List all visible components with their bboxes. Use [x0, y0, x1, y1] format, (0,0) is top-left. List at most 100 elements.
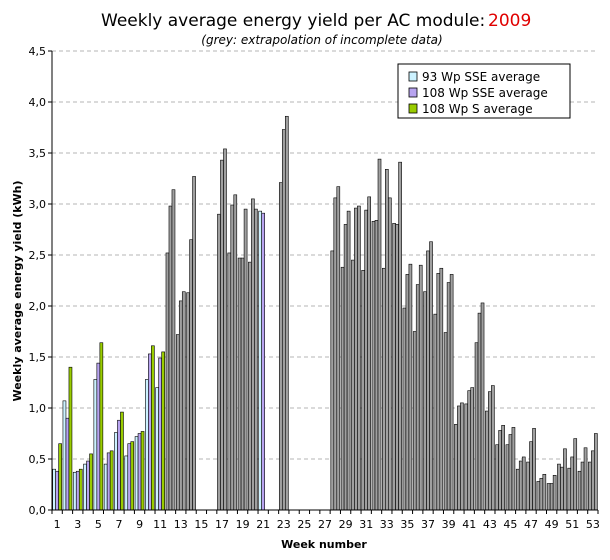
x-tick-label: 17 [215, 518, 229, 531]
bar-week-29-series-3 [346, 210, 351, 511]
bar-week-28-series-3 [336, 186, 341, 511]
y-tick-label: 3,5 [29, 147, 47, 160]
bar-week-52-series-2 [580, 461, 585, 511]
bar-week-47-series-1 [526, 461, 530, 511]
bar-week-51-series-1 [567, 467, 572, 511]
bar-week-18-series-2 [230, 204, 235, 511]
bar-week-13-series-3 [181, 291, 186, 511]
bar-week-33-series-1 [382, 267, 386, 511]
y-tick-label: 4,5 [29, 45, 47, 58]
bar-week-46-series-2 [518, 460, 523, 511]
bar-week-42-series-1 [474, 342, 479, 511]
bar-week-44-series-1 [495, 444, 499, 511]
x-tick-label: 47 [524, 518, 538, 531]
x-tick-label: 41 [462, 518, 476, 531]
bar-week-11-series-2 [158, 357, 162, 511]
bar-week-8-series-1 [124, 455, 129, 511]
bar-week-9-series-2 [137, 433, 142, 511]
x-axis-label: Week number [281, 538, 367, 551]
chart-subtitle: (grey: extrapolation of incomplete data) [201, 33, 442, 47]
bar-week-33-series-3 [388, 197, 392, 511]
bar-week-48-series-2 [539, 478, 544, 511]
bar-week-13-series-1 [175, 334, 180, 511]
bar-week-23-series-3 [284, 115, 289, 511]
bar-week-3-series-1 [72, 471, 77, 511]
bar-week-31-series-3 [367, 196, 372, 511]
x-tick-label: 43 [483, 518, 497, 531]
bar-week-45-series-3 [511, 427, 516, 511]
bar-week-53-series-1 [588, 461, 592, 511]
bar-week-4-series-1 [83, 463, 87, 511]
bar-week-14-series-2 [189, 239, 193, 511]
bar-week-52-series-1 [577, 470, 582, 511]
bar-week-43-series-3 [491, 385, 495, 511]
bar-week-14-series-3 [192, 176, 196, 511]
x-tick-label: 29 [339, 518, 353, 531]
bar-week-23-series-2 [281, 129, 286, 511]
bar-week-6-series-1 [103, 463, 108, 511]
bar-week-40-series-1 [454, 424, 458, 511]
bar-week-50-series-2 [560, 466, 564, 511]
x-tick-label: 3 [74, 518, 81, 531]
bar-week-50-series-3 [563, 448, 567, 511]
bar-week-42-series-2 [477, 312, 482, 511]
bar-week-30-series-1 [351, 259, 355, 511]
bar-week-19-series-2 [240, 257, 245, 511]
axes [48, 50, 599, 514]
bar-week-21-series-2 [261, 212, 265, 511]
bar-week-35-series-1 [402, 307, 407, 511]
bar-week-45-series-1 [505, 444, 510, 511]
bar-week-2-series-3 [68, 366, 73, 511]
bar-week-39-series-1 [443, 332, 448, 511]
bar-week-5-series-1 [93, 379, 98, 511]
legend-label: 93 Wp SSE average [422, 70, 540, 84]
x-tick-label: 13 [174, 518, 188, 531]
bar-week-23-series-1 [278, 182, 283, 511]
x-tick-label: 25 [297, 518, 311, 531]
bar-week-37-series-1 [423, 291, 427, 511]
bar-week-4-series-3 [89, 453, 93, 511]
bar-week-3-series-2 [75, 470, 80, 511]
bar-week-12-series-3 [171, 189, 176, 511]
grid-lines [52, 50, 598, 460]
x-tick-labels: 1 3 5 7 9 11 13 15 17 19 21 23 25 27 29 31 33 35 37 39 41 43 4… [54, 518, 600, 531]
bar-week-40-series-2 [457, 405, 461, 511]
bar-week-46-series-1 [515, 468, 520, 511]
y-tick-labels: 0,0 0,5 1,0 1,5 2,0 2,5 3,0 3,5 4,0 4,5 [29, 45, 47, 517]
x-tick-label: 49 [545, 518, 559, 531]
bar-week-10-series-3 [151, 345, 155, 511]
bar-week-17-series-3 [223, 148, 227, 511]
x-tick-label: 1 [54, 518, 61, 531]
bar-week-7-series-3 [120, 411, 124, 511]
bar-week-49-series-1 [546, 483, 551, 511]
chart-title-year: 2009 [488, 11, 531, 31]
x-tick-label: 15 [194, 518, 208, 531]
bar-week-47-series-2 [529, 441, 533, 511]
bars [52, 115, 598, 511]
bar-week-53-series-2 [591, 450, 595, 511]
bar-week-7-series-1 [114, 432, 118, 511]
legend-label: 108 Wp S average [422, 102, 533, 116]
bar-week-17-series-2 [220, 159, 224, 511]
bar-week-36-series-1 [412, 331, 417, 511]
bar-week-43-series-2 [488, 391, 492, 511]
bar-week-7-series-2 [117, 419, 121, 511]
bar-week-44-series-3 [501, 425, 505, 511]
bar-week-6-series-2 [106, 452, 111, 511]
x-tick-label: 23 [277, 518, 291, 531]
y-tick-label: 0,5 [29, 453, 47, 466]
bar-week-9-series-3 [140, 431, 145, 511]
bar-week-9-series-1 [134, 436, 139, 511]
bar-week-21-series-1 [258, 210, 262, 511]
bar-week-19-series-1 [237, 257, 242, 511]
bar-week-11-series-3 [161, 351, 165, 511]
x-tick-label: 45 [503, 518, 517, 531]
bar-week-42-series-3 [480, 302, 485, 511]
bar-week-31-series-1 [361, 269, 366, 511]
bar-week-36-series-3 [418, 264, 423, 511]
bar-week-49-series-2 [549, 483, 554, 511]
x-tick-label: 33 [380, 518, 394, 531]
bar-week-35-series-2 [405, 274, 410, 511]
bar-week-4-series-2 [86, 460, 90, 511]
bar-week-53-series-3 [594, 433, 598, 511]
